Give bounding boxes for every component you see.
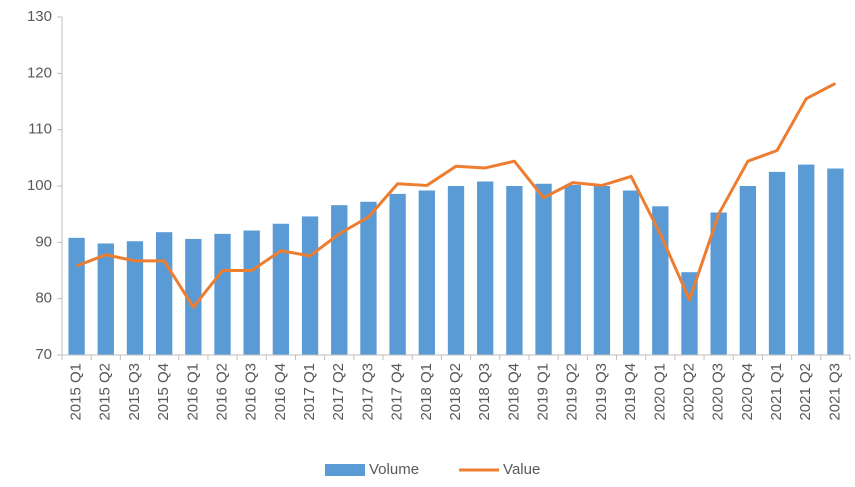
x-tick-label: 2018 Q2 <box>447 363 464 421</box>
bar <box>214 233 231 355</box>
bar <box>301 216 319 355</box>
x-tick-label: 2016 Q4 <box>272 363 289 421</box>
bar <box>68 237 85 355</box>
y-tick-label: 100 <box>27 177 52 194</box>
x-tick-label: 2018 Q3 <box>476 363 493 421</box>
x-tick-label: 2021 Q2 <box>797 363 814 421</box>
y-tick-label: 70 <box>35 346 52 363</box>
x-tick-label: 2017 Q3 <box>359 363 376 421</box>
y-tick-label: 120 <box>27 64 52 81</box>
y-tick-label: 80 <box>35 290 52 307</box>
x-tick-label: 2015 Q2 <box>97 363 114 421</box>
bar <box>126 241 144 355</box>
bar <box>243 230 260 355</box>
x-tick-label: 2018 Q4 <box>505 363 522 421</box>
legend-label: Value <box>503 461 540 478</box>
x-tick-label: 2019 Q4 <box>622 363 639 421</box>
bar <box>564 184 581 355</box>
y-tick-label: 110 <box>28 121 52 138</box>
legend-label: Volume <box>369 461 419 478</box>
x-tick-label: 2017 Q1 <box>301 363 318 421</box>
bar <box>535 183 552 355</box>
x-tick-label: 2016 Q2 <box>213 363 230 421</box>
x-tick-label: 2020 Q4 <box>739 363 756 421</box>
x-tick-label: 2020 Q3 <box>710 363 727 421</box>
bar <box>622 190 640 355</box>
x-tick-label: 2020 Q1 <box>651 363 668 421</box>
x-tick-label: 2016 Q3 <box>243 363 260 421</box>
x-tick-label: 2019 Q3 <box>593 363 610 421</box>
bar <box>418 190 435 355</box>
x-tick-label: 2016 Q1 <box>184 363 201 421</box>
x-tick-label: 2015 Q1 <box>68 363 85 421</box>
bar <box>827 168 844 355</box>
bar <box>768 171 786 355</box>
line <box>76 82 837 309</box>
x-tick-label: 2017 Q4 <box>389 363 406 421</box>
x-tick-label: 2019 Q2 <box>564 363 581 421</box>
bar <box>272 223 290 355</box>
x-tick-label: 2021 Q3 <box>826 363 843 421</box>
x-tick-label: 2020 Q2 <box>680 363 697 421</box>
bar <box>739 186 757 355</box>
bar <box>185 238 202 355</box>
bar <box>97 243 114 355</box>
bar <box>710 212 727 355</box>
bar <box>331 205 348 355</box>
bar <box>360 201 377 355</box>
x-tick-label: 2018 Q1 <box>418 363 435 421</box>
x-tick-label: 2019 Q1 <box>535 363 552 421</box>
x-tick-label: 2021 Q1 <box>768 363 785 421</box>
x-tick-label: 2015 Q3 <box>126 363 143 421</box>
bar <box>389 193 406 355</box>
y-tick-label: 130 <box>27 8 52 25</box>
bar <box>447 186 465 355</box>
bar <box>477 181 494 355</box>
x-tick-label: 2017 Q2 <box>330 363 347 421</box>
y-tick-label: 90 <box>35 233 52 250</box>
x-tick-label: 2015 Q4 <box>155 363 172 421</box>
bar <box>155 232 173 355</box>
bar <box>506 186 523 355</box>
bar <box>652 206 669 355</box>
bar <box>798 164 815 355</box>
bar <box>593 186 611 355</box>
legend-swatch <box>325 464 365 476</box>
